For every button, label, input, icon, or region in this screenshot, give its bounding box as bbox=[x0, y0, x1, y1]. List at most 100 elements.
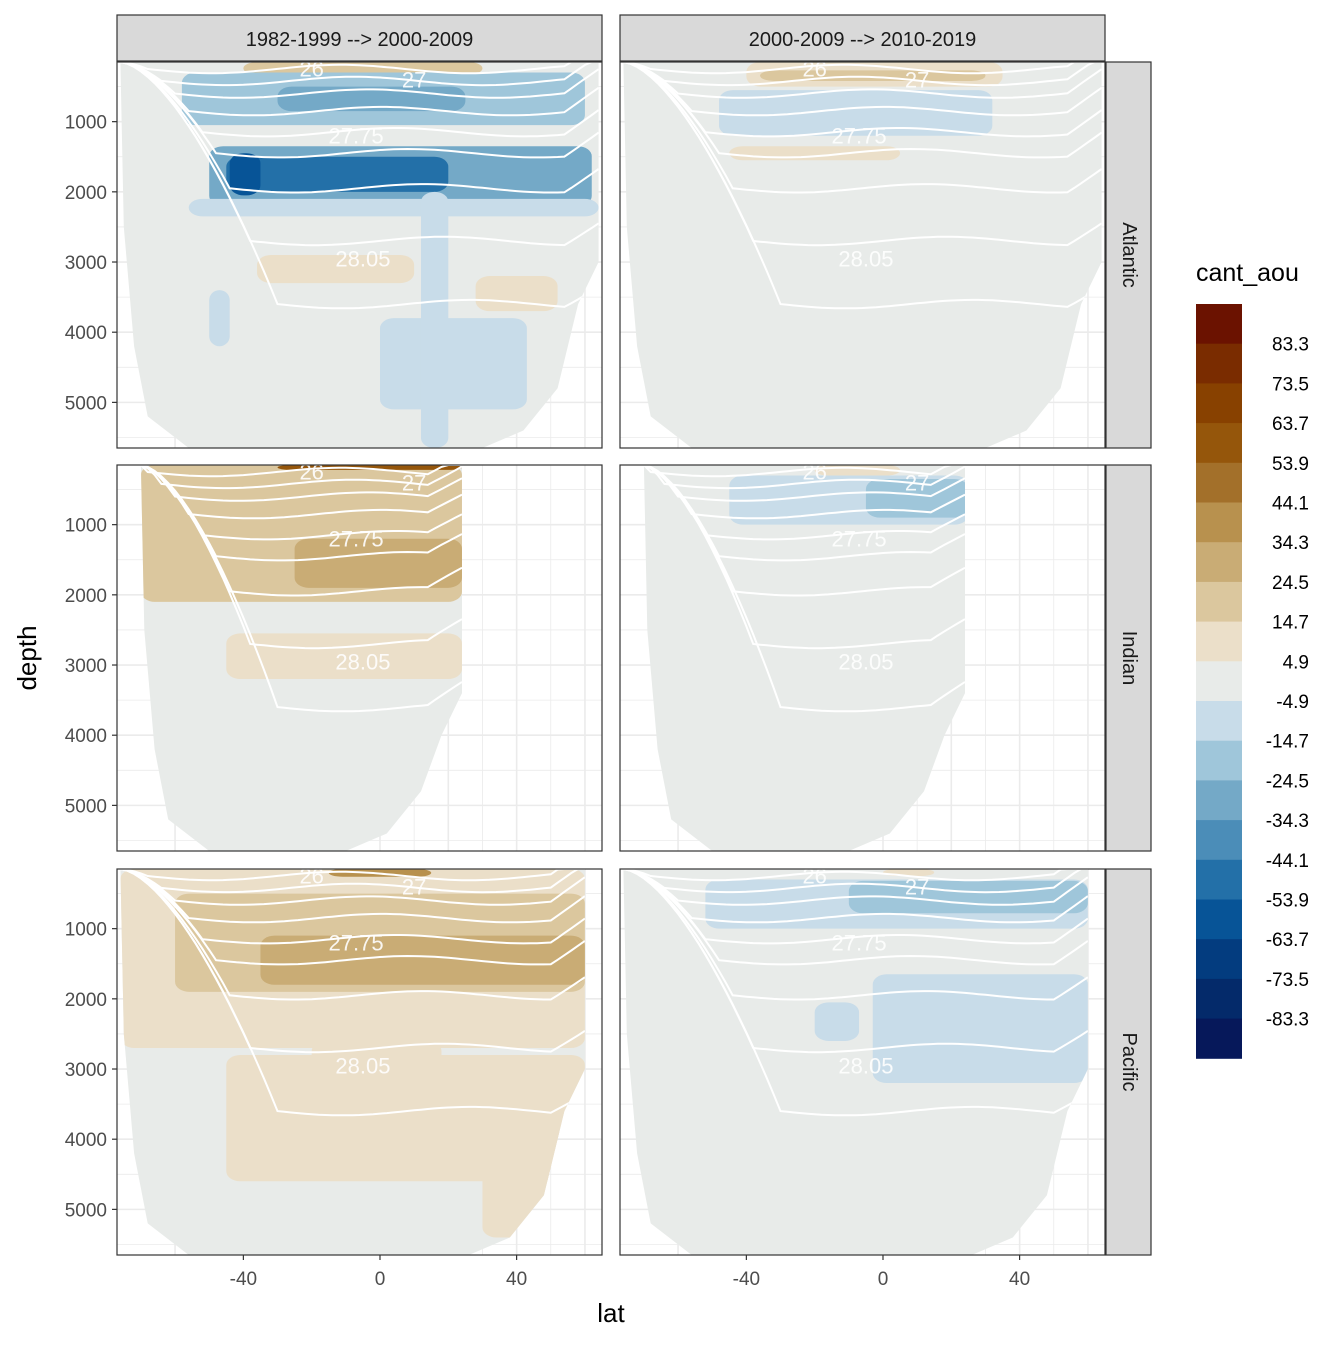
isopycnal-line bbox=[120, 869, 585, 906]
panel-border bbox=[116, 868, 603, 1256]
isopycnal-label: 27.75 bbox=[832, 931, 887, 956]
legend-label: 4.9 bbox=[1283, 652, 1309, 673]
x-tick-label: 40 bbox=[506, 1269, 527, 1290]
isopycnal-lines bbox=[140, 465, 462, 713]
isopycnal-line bbox=[623, 62, 1102, 159]
ocean-section bbox=[643, 465, 965, 851]
contour-band bbox=[872, 974, 1088, 1084]
isopycnal-label: 26 bbox=[299, 459, 323, 484]
row-strip-label: Pacific bbox=[1118, 1033, 1140, 1092]
y-axis-title: depth bbox=[12, 625, 42, 690]
isopycnal-label: 28.05 bbox=[838, 247, 893, 272]
isopycnal-line bbox=[623, 62, 1102, 99]
isopycnal-label: 28.05 bbox=[335, 650, 390, 675]
isopycnal-line bbox=[643, 465, 965, 490]
legend-title: cant_aou bbox=[1196, 259, 1299, 287]
row-strip bbox=[1105, 464, 1152, 852]
panel-border bbox=[619, 868, 1106, 1256]
row-strip bbox=[1105, 61, 1152, 449]
isopycnal-label: 27.75 bbox=[329, 931, 384, 956]
isopycnal-label: 27.75 bbox=[832, 124, 887, 149]
isopycnal-line bbox=[623, 62, 1102, 117]
legend-swatch bbox=[1196, 383, 1242, 424]
legend-swatch bbox=[1196, 939, 1242, 980]
legend-swatch bbox=[1196, 304, 1242, 345]
isopycnal-line bbox=[120, 869, 585, 1001]
legend-swatch bbox=[1196, 423, 1242, 464]
isopycnal-label: 26 bbox=[299, 863, 323, 888]
isopycnal-line bbox=[623, 869, 1088, 894]
isopycnal-label: 27.75 bbox=[832, 527, 887, 552]
legend-swatch bbox=[1196, 661, 1242, 702]
isopycnal-line bbox=[120, 62, 599, 117]
isopycnal-line bbox=[120, 869, 585, 924]
isopycnal-label: 28.05 bbox=[838, 1054, 893, 1079]
isopycnal-line bbox=[140, 465, 462, 490]
legend-label: -63.7 bbox=[1266, 930, 1309, 951]
legend-swatch bbox=[1196, 343, 1242, 384]
y-tick-label: 2000 bbox=[65, 183, 107, 204]
isopycnal-line bbox=[643, 465, 965, 713]
legend-label: -83.3 bbox=[1266, 1010, 1309, 1031]
panel-border bbox=[619, 61, 1106, 449]
legend-swatch bbox=[1196, 859, 1242, 900]
panel-indian-2: 26 27 27.75 28.05 bbox=[619, 459, 1106, 852]
legend-swatch bbox=[1196, 462, 1242, 503]
legend-swatch bbox=[1196, 701, 1242, 742]
isopycnal-label: 28.05 bbox=[838, 650, 893, 675]
y-tick-label: 4000 bbox=[65, 1130, 107, 1151]
legend-label: -14.7 bbox=[1266, 732, 1309, 753]
isopycnal-line bbox=[623, 869, 1088, 882]
contour-band bbox=[229, 153, 261, 196]
isopycnal-label: 27.75 bbox=[329, 527, 384, 552]
isopycnal-line bbox=[120, 62, 599, 159]
isopycnal-line bbox=[623, 62, 1102, 75]
legend-swatch bbox=[1196, 581, 1242, 623]
isopycnal-label: 26 bbox=[802, 459, 826, 484]
legend-swatch bbox=[1196, 899, 1242, 940]
legend-swatch bbox=[1196, 502, 1242, 543]
panel-border bbox=[116, 61, 603, 449]
isopycnal-label: 26 bbox=[802, 863, 826, 888]
isopycnal-line bbox=[120, 62, 599, 194]
contour-band bbox=[188, 198, 599, 217]
contour-band bbox=[475, 276, 558, 312]
isopycnal-line bbox=[120, 62, 599, 75]
legend-swatch bbox=[1196, 978, 1242, 1020]
y-tick-label: 4000 bbox=[65, 726, 107, 747]
column-strip-label: 2000-2009 --> 2010-2019 bbox=[749, 29, 976, 51]
legend-swatch bbox=[1196, 820, 1242, 861]
panel-border bbox=[116, 464, 603, 852]
contour-band bbox=[420, 191, 449, 448]
y-tick-label: 1000 bbox=[65, 920, 107, 941]
y-tick-label: 5000 bbox=[65, 1200, 107, 1221]
legend-swatch bbox=[1196, 1018, 1242, 1059]
legend-swatch bbox=[1196, 621, 1242, 662]
contour-band bbox=[294, 538, 462, 588]
anomaly-contours bbox=[719, 62, 1003, 161]
isopycnal-line bbox=[623, 869, 1088, 1117]
contour-band bbox=[865, 479, 965, 518]
isopycnal-label: 27 bbox=[402, 471, 426, 496]
isopycnal-line bbox=[623, 62, 1102, 87]
legend-swatch bbox=[1196, 740, 1242, 781]
contour-band bbox=[719, 90, 993, 136]
legend-label: -53.9 bbox=[1266, 891, 1309, 912]
contour-band bbox=[226, 633, 462, 680]
isopycnal-label: 27.75 bbox=[329, 124, 384, 149]
legend-label: -44.1 bbox=[1266, 851, 1309, 872]
isopycnal-line bbox=[643, 465, 965, 478]
y-tick-label: 2000 bbox=[65, 990, 107, 1011]
row-strip-label: Atlantic bbox=[1118, 222, 1140, 288]
legend-label: 73.5 bbox=[1272, 374, 1309, 395]
isopycnal-label: 27 bbox=[905, 68, 929, 93]
x-tick-label: -40 bbox=[733, 1269, 760, 1290]
contour-band bbox=[226, 156, 449, 192]
isopycnal-line bbox=[120, 869, 585, 1117]
ocean-section bbox=[623, 869, 1088, 1255]
anomaly-contours bbox=[181, 62, 599, 448]
x-tick-label: 0 bbox=[375, 1269, 386, 1290]
